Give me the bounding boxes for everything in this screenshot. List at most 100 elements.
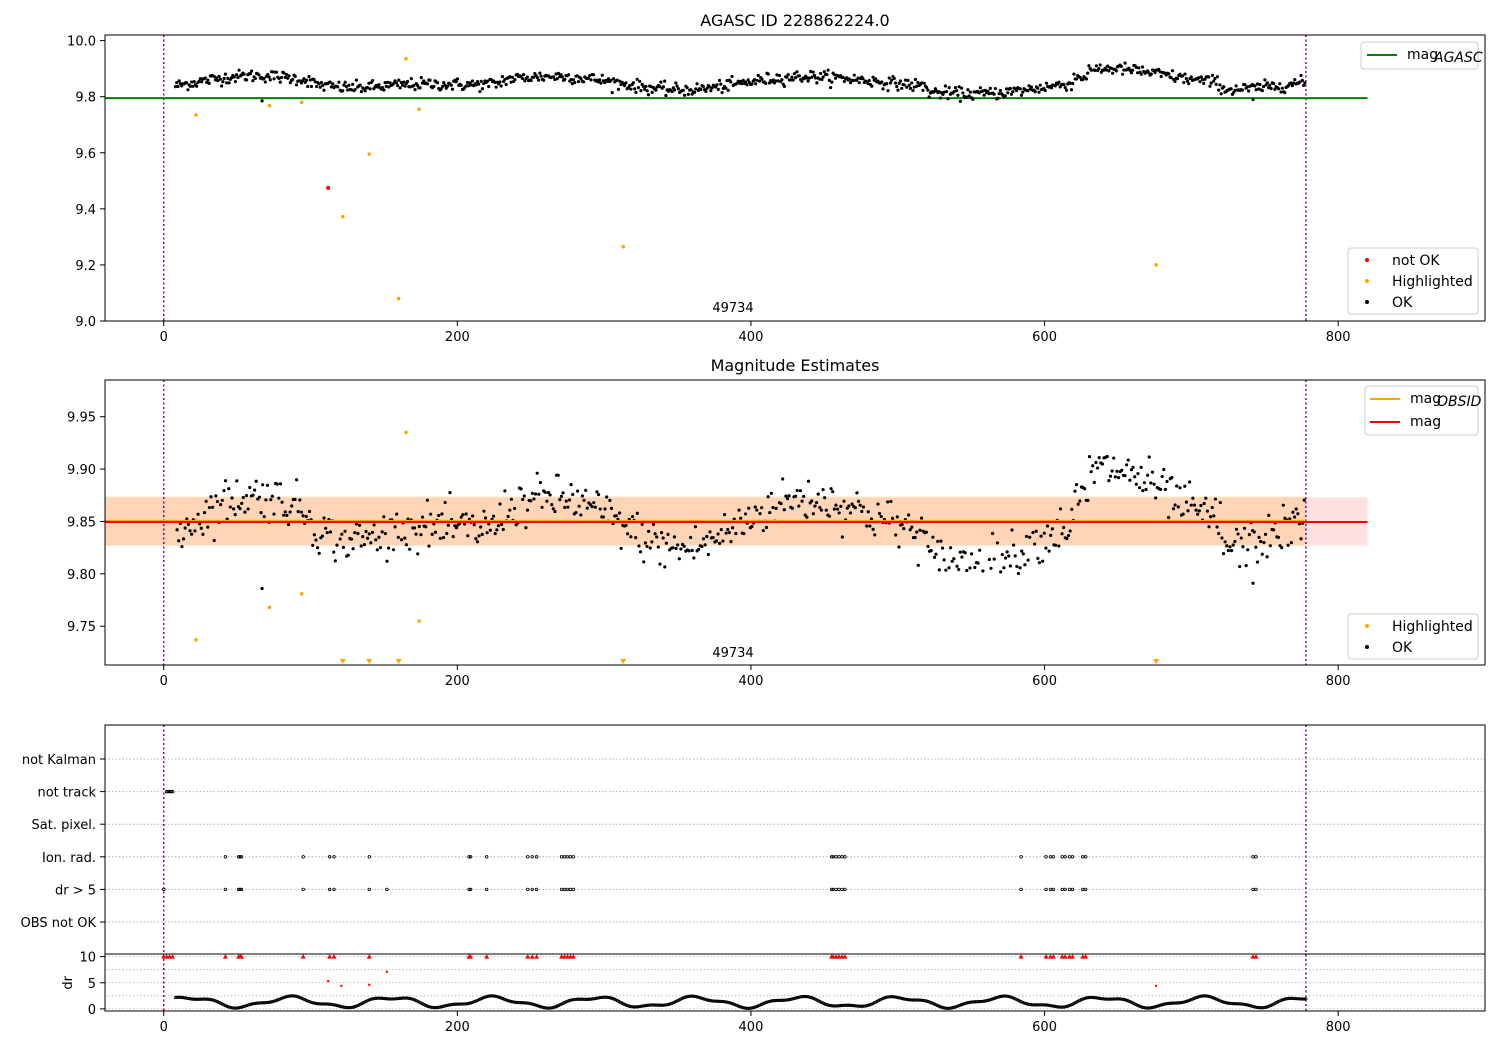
dr-capped-marker — [331, 954, 337, 959]
ok-point — [408, 85, 412, 89]
ok-point — [341, 545, 346, 549]
ok-point — [950, 559, 954, 563]
ok-point — [967, 94, 971, 98]
dr-ok-point — [1230, 1002, 1235, 1006]
ok-point — [1084, 77, 1089, 81]
ok-point — [215, 76, 219, 80]
ok-point — [427, 544, 431, 548]
dr-ok-point — [703, 997, 708, 1002]
ok-point — [1265, 555, 1269, 559]
ok-point — [185, 81, 189, 85]
dr-ok-point — [429, 1005, 433, 1009]
ok-point — [1087, 455, 1092, 459]
ok-point — [687, 549, 691, 553]
dr-ok-point — [728, 1001, 733, 1005]
ok-point — [470, 79, 475, 83]
ok-point — [1204, 496, 1208, 500]
ok-point — [551, 75, 556, 79]
legend-marker — [1365, 258, 1369, 262]
ok-point — [797, 74, 802, 78]
category-label: OBS not OK — [21, 916, 97, 931]
ok-point — [715, 83, 719, 87]
below-range-marker — [395, 659, 402, 664]
dr-ok-point — [1034, 1003, 1038, 1007]
ok-point — [811, 70, 815, 74]
dr-ok-point — [1244, 1002, 1248, 1007]
ok-point — [645, 544, 649, 549]
ok-point — [363, 89, 367, 93]
dr-ok-point — [1084, 996, 1088, 1000]
dr-ok-point — [856, 1004, 860, 1008]
ok-point — [503, 489, 507, 493]
ok-point — [1159, 74, 1163, 79]
ok-point — [181, 537, 186, 541]
dr-ok-point — [286, 994, 291, 998]
ok-point — [1185, 79, 1190, 83]
ok-point — [1038, 83, 1042, 87]
ok-point — [374, 538, 378, 542]
dr-ok-point — [1200, 994, 1204, 998]
ok-point — [1008, 86, 1012, 91]
ok-point — [1213, 76, 1217, 81]
ok-point — [807, 76, 811, 80]
dr-ok-point — [787, 998, 791, 1002]
ok-point — [697, 547, 701, 551]
ok-point — [827, 514, 832, 518]
dr-ok-point — [443, 1004, 448, 1008]
x-tick-label: 400 — [739, 330, 764, 345]
ok-point — [968, 90, 972, 94]
ok-point — [1003, 556, 1008, 560]
flag-marker — [467, 855, 471, 859]
dr-ok-point — [370, 997, 374, 1001]
ok-point — [1246, 548, 1250, 552]
ok-point — [1074, 77, 1079, 81]
ok-point — [1158, 70, 1162, 74]
dr-ok-point — [448, 1003, 452, 1007]
ok-point — [1215, 525, 1219, 529]
ok-point — [1104, 68, 1108, 72]
dr-ok-point — [488, 994, 492, 998]
flag-marker — [830, 855, 834, 859]
ok-point — [344, 85, 349, 89]
ok-point — [916, 563, 920, 567]
ok-point — [760, 506, 764, 510]
dr-ok-point — [1104, 997, 1108, 1001]
ok-point — [386, 80, 390, 84]
ok-point — [689, 535, 693, 540]
ok-point — [325, 530, 329, 535]
dr-ok-point — [724, 1000, 728, 1004]
dr-ok-point — [768, 999, 772, 1003]
ok-point — [1041, 559, 1045, 563]
ok-point — [356, 531, 360, 536]
ok-point — [543, 490, 547, 494]
dr-ok-point — [510, 1000, 514, 1004]
ok-point — [1018, 87, 1022, 91]
ok-point — [384, 84, 388, 88]
flag-marker — [834, 855, 838, 859]
dr-ok-point — [197, 997, 201, 1001]
flag-marker — [223, 855, 228, 859]
dr-ok-point — [975, 1000, 979, 1004]
legend-box — [1347, 613, 1479, 660]
ok-point — [1176, 505, 1180, 509]
ok-point — [956, 93, 960, 97]
ok-point — [1180, 74, 1185, 78]
dr-ok-point — [369, 997, 373, 1001]
ok-point — [835, 507, 840, 511]
ok-point — [437, 513, 441, 518]
dr-ok-point — [1023, 1001, 1028, 1006]
ok-point — [842, 79, 846, 84]
dr-ok-point — [1040, 1003, 1044, 1007]
dr-ok-point — [652, 1003, 656, 1007]
ok-point — [449, 83, 453, 87]
ok-point — [175, 80, 179, 85]
flag-marker — [1067, 887, 1072, 892]
dr-ok-point — [263, 1001, 267, 1005]
dr-ok-point — [188, 997, 192, 1001]
ok-point — [177, 539, 181, 543]
ok-point — [671, 546, 675, 550]
dr-ok-point — [1000, 994, 1004, 998]
ok-point — [812, 73, 816, 78]
ok-point — [876, 502, 880, 506]
ok-point — [1267, 513, 1271, 517]
